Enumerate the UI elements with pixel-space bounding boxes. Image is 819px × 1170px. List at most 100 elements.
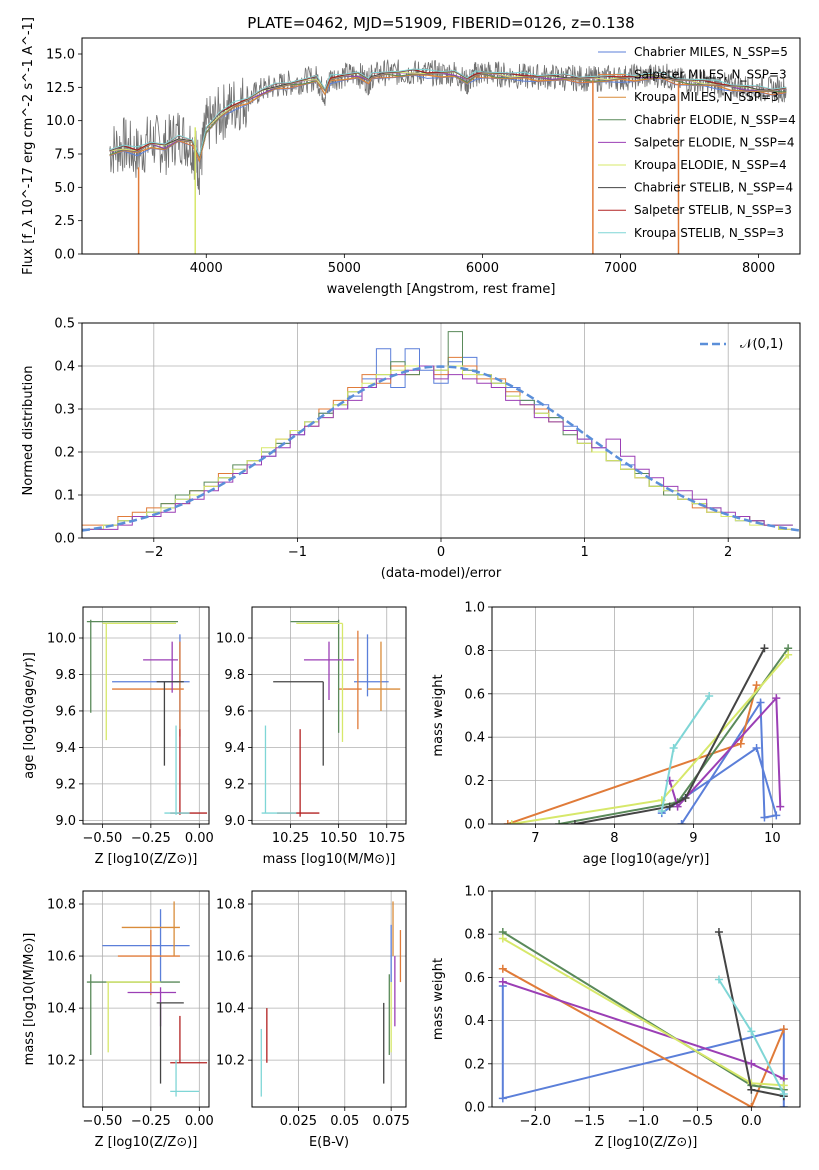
x-tick-label: 10.50 (320, 831, 357, 846)
gridlines (492, 890, 800, 1108)
plot-area (109, 59, 787, 254)
weight-line-6 (574, 647, 766, 824)
legend-label: Kroupa ELODIE, N_SSP=4 (634, 158, 787, 172)
y-axis-label: mass weight (431, 958, 446, 1040)
weight-line-4 (668, 695, 782, 809)
x-tick-label: 0.0 (741, 1114, 762, 1129)
weight-marker (772, 811, 781, 820)
legend: Chabrier MILES, N_SSP=5 Salpeter MILES, N… (598, 45, 796, 240)
weight-marker (503, 820, 512, 824)
weight-marker (657, 806, 666, 815)
y-tick-label: 1.0 (464, 601, 485, 616)
plot-area (498, 928, 788, 1107)
plot-area (503, 644, 793, 824)
x-tick-label: 0.05 (330, 1114, 359, 1129)
gridlines (252, 607, 406, 824)
x-tick-label: 0.00 (185, 831, 214, 846)
y-tick-label: 0.0 (464, 1101, 485, 1116)
y-tick-label: 9.6 (224, 704, 245, 719)
plot-area (261, 619, 401, 817)
y-tick-label: 0.2 (54, 446, 75, 461)
weight-marker (760, 813, 769, 822)
axes-frame (251, 890, 407, 1108)
x-axis-label: Z [log10(Z/Z⊙)] (95, 1135, 198, 1150)
y-tick-label: 0.0 (54, 532, 75, 547)
y-tick-label: 7.5 (54, 148, 75, 163)
gridlines (83, 891, 209, 1107)
y-tick-label: 5.0 (54, 181, 75, 196)
panel-8: −2.0 −1.5 −1.0 −0.5 0.0 0.0 0.2 0.4 0.6 0.8 1.0 Z [… (431, 885, 801, 1150)
weight-marker (677, 820, 686, 824)
y-tick-label: 0.5 (54, 317, 75, 332)
gridlines (252, 891, 406, 1107)
y-tick-label: 12.5 (46, 81, 75, 96)
model-spectrum-8 (109, 68, 787, 158)
axes-frame (491, 890, 801, 1108)
weight-marker (714, 928, 723, 937)
x-tick-label: −0.5 (682, 1114, 714, 1129)
weight-line-1 (507, 684, 758, 824)
x-tick-label: −0.50 (82, 1114, 122, 1129)
y-tick-label: 0.8 (464, 644, 485, 659)
axes-frame (251, 606, 407, 825)
y-tick-label: 9.4 (55, 741, 76, 756)
y-tick-label: 10.8 (47, 898, 76, 913)
legend-label: Kroupa STELIB, N_SSP=3 (634, 226, 784, 240)
legend-label: Chabrier MILES, N_SSP=5 (634, 45, 788, 59)
y-tick-label: 9.8 (224, 668, 245, 683)
x-axis-label: age [log10(age/yr)] (583, 852, 710, 867)
x-tick-label: 0.025 (280, 1114, 317, 1129)
weight-marker (747, 1059, 756, 1068)
panel-1: 4000 5000 6000 7000 8000 0.0 2.5 5.0 7.5 10.0 12.5… (21, 17, 801, 297)
y-tick-label: 10.2 (216, 1054, 245, 1069)
chart-title: PLATE=0462, MJD=51909, FIBERID=0126, z=0… (247, 14, 634, 32)
weight-marker (747, 1085, 756, 1094)
y-axis-label: mass [log10(M/M⊙)] (22, 933, 37, 1066)
y-tick-label: 2.5 (54, 214, 75, 229)
weight-marker (498, 964, 507, 973)
legend-label: Chabrier ELODIE, N_SSP=4 (634, 113, 796, 127)
x-tick-label: 10 (764, 831, 781, 846)
weight-marker (747, 1103, 756, 1107)
x-tick-label: 7000 (604, 261, 637, 276)
panel-3: −0.50 −0.25 0.00 9.0 9.2 9.4 9.6 9.8 10.0 Z [log1… (22, 606, 214, 867)
x-tick-label: −1 (288, 545, 307, 560)
y-tick-label: 0.6 (464, 971, 485, 986)
x-tick-label: −2 (144, 545, 163, 560)
legend-label: 𝒩(0,1) (740, 337, 783, 352)
x-axis-label: wavelength [Angstrom, rest frame] (327, 282, 556, 297)
weight-marker (570, 820, 579, 824)
y-tick-label: 10.4 (216, 1002, 245, 1017)
x-tick-label: −1.5 (573, 1114, 605, 1129)
plot-area (82, 331, 800, 532)
legend-label: Salpeter ELODIE, N_SSP=4 (634, 135, 795, 149)
y-tick-label: 0.0 (54, 248, 75, 263)
y-tick-label: 10.6 (216, 950, 245, 965)
weight-marker (779, 1081, 788, 1090)
x-tick-label: −2.0 (519, 1114, 551, 1129)
x-axis-label: mass [log10(M/M⊙)] (263, 852, 396, 867)
histogram-3 (82, 365, 793, 530)
x-tick-label: 7 (531, 831, 539, 846)
y-tick-label: 1.0 (464, 885, 485, 900)
y-tick-label: 9.0 (55, 814, 76, 829)
x-tick-label: 10.75 (368, 831, 405, 846)
weight-marker (669, 744, 678, 753)
weight-line-3 (558, 647, 790, 824)
axes-frame (82, 606, 210, 825)
legend-label: Salpeter MILES, N_SSP=3 (634, 68, 787, 82)
x-tick-label: 8000 (742, 261, 775, 276)
y-tick-label: 10.8 (216, 898, 245, 913)
y-tick-label: 0.4 (54, 360, 75, 375)
y-tick-label: 10.4 (47, 1002, 76, 1017)
x-tick-label: 0.00 (185, 1114, 214, 1129)
plot-area (86, 619, 208, 815)
x-tick-label: 4000 (190, 261, 223, 276)
weight-line-1 (502, 967, 785, 1107)
x-tick-label: 6000 (466, 261, 499, 276)
x-tick-label: 1 (580, 545, 588, 560)
x-tick-label: 2 (724, 545, 732, 560)
y-tick-label: 0.4 (464, 1014, 485, 1029)
weight-line-0 (501, 986, 785, 1107)
weight-marker (705, 691, 714, 700)
